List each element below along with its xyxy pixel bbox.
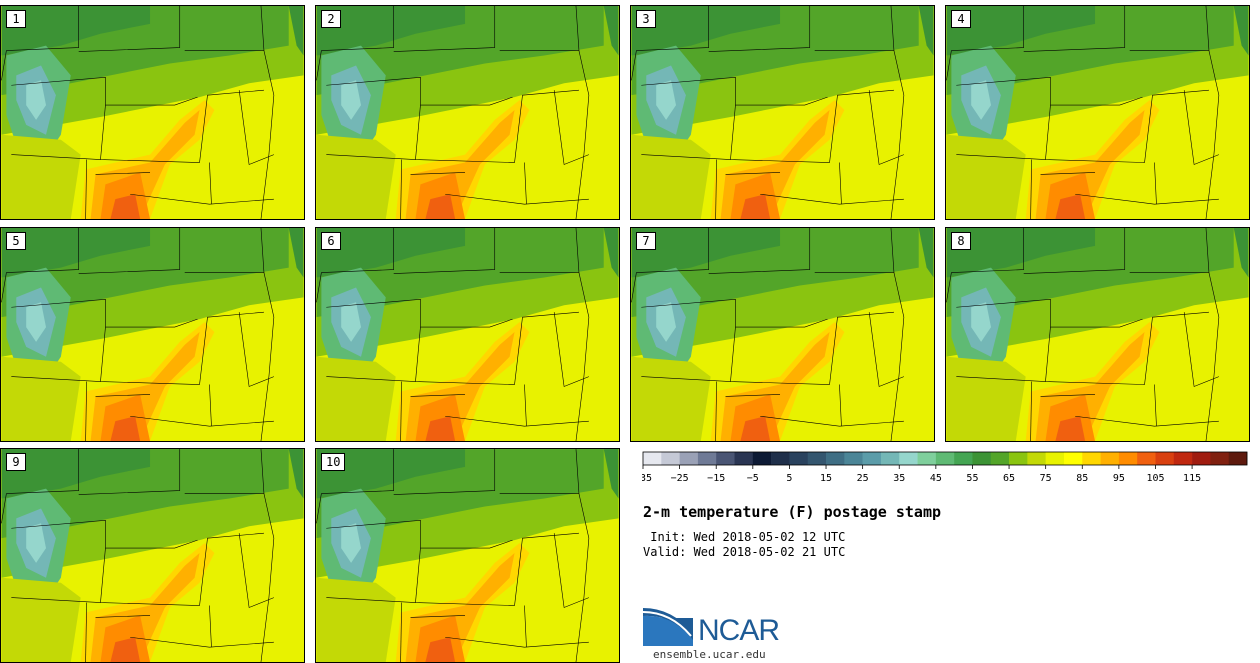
temperature-map [631,228,934,441]
ensemble-member-9: 9 [0,448,305,663]
colorbar-swatch [917,452,937,465]
temperature-map [316,449,619,662]
temperature-map [316,228,619,441]
colorbar-tick-label: 55 [966,473,978,484]
colorbar-swatch [990,452,1010,465]
colorbar-tick-label: 25 [857,473,869,484]
colorbar-swatch [1173,452,1193,465]
colorbar-swatch [1082,452,1101,465]
ensemble-member-6: 6 [315,227,620,442]
member-label: 1 [6,10,26,28]
colorbar-swatch [1118,452,1138,465]
logo-wordmark: NCAR [698,614,780,647]
colorbar-swatch [1100,452,1120,465]
colorbar-tick-label: 75 [1040,473,1052,484]
colorbar-swatch [679,452,699,465]
colorbar-swatch [880,452,900,465]
colorbar-tick-label: 105 [1146,473,1164,484]
member-label: 9 [6,453,26,471]
valid-time: Valid: Wed 2018-05-02 21 UTC [643,545,846,559]
colorbar-swatch [771,452,790,465]
colorbar-tick-label: −15 [707,473,725,484]
ensemble-member-10: 10 [315,448,620,663]
colorbar-swatch [734,452,754,465]
colorbar-swatch [935,452,955,465]
colorbar-tick-label: 65 [1003,473,1015,484]
temperature-map [631,6,934,219]
colorbar-swatch [643,452,662,465]
member-label: 10 [321,453,346,471]
member-label: 7 [636,232,656,250]
colorbar-swatch [661,452,680,465]
temperature-map [1,6,304,219]
colorbar-swatch [716,452,735,465]
colorbar-tick-label: 5 [786,473,792,484]
colorbar-tick-label: −25 [671,473,689,484]
member-label: 8 [951,232,971,250]
colorbar-swatch [752,452,772,465]
temperature-map [316,6,619,219]
colorbar-swatch [1210,452,1229,465]
init-time: Init: Wed 2018-05-02 12 UTC [643,530,846,544]
colorbar-swatch [1192,452,1211,465]
colorbar-swatch [844,452,863,465]
colorbar-tick-label: 45 [930,473,942,484]
colorbar-swatch [789,452,809,465]
ensemble-member-3: 3 [630,5,935,220]
site-url: ensemble.ucar.edu [653,648,766,661]
ncar-logo-icon [643,608,693,646]
colorbar-swatch [862,452,882,465]
member-label: 3 [636,10,656,28]
ensemble-member-5: 5 [0,227,305,442]
ensemble-member-8: 8 [945,227,1250,442]
colorbar-swatch [954,452,973,465]
colorbar-swatch [1045,452,1065,465]
member-label: 6 [321,232,341,250]
ensemble-member-7: 7 [630,227,935,442]
ensemble-member-1: 1 [0,5,305,220]
temperature-map [1,449,304,662]
temperature-map [946,228,1249,441]
colorbar-tick-label: 115 [1183,473,1201,484]
colorbar-swatch [807,452,827,465]
ensemble-member-4: 4 [945,5,1250,220]
colorbar-swatch [899,452,918,465]
page-title: 2-m temperature (F) postage stamp [643,503,942,521]
colorbar-tick-label: 85 [1076,473,1088,484]
colorbar-swatch [1027,452,1046,465]
colorbar-swatch [972,452,992,465]
colorbar-tick-label: −35 [642,473,652,484]
colorbar-tick-label: 35 [893,473,905,484]
temperature-colorbar: −35 −25 −15 −5 5 15 25 35 45 55 65 75 85 95 105 115 [642,451,1248,484]
colorbar-swatch [1155,452,1175,465]
colorbar-swatch [1009,452,1028,465]
member-label: 4 [951,10,971,28]
colorbar-swatch [1228,452,1248,465]
ensemble-member-2: 2 [315,5,620,220]
temperature-map [1,228,304,441]
colorbar-tick-label: −5 [747,473,759,484]
colorbar-swatch [697,452,717,465]
colorbar-tick-label: 95 [1113,473,1125,484]
colorbar-swatch [1137,452,1156,465]
member-label: 2 [321,10,341,28]
member-label: 5 [6,232,26,250]
colorbar-swatch [826,452,845,465]
colorbar-swatch [1063,452,1083,465]
colorbar-tick-label: 15 [820,473,832,484]
temperature-map [946,6,1249,219]
